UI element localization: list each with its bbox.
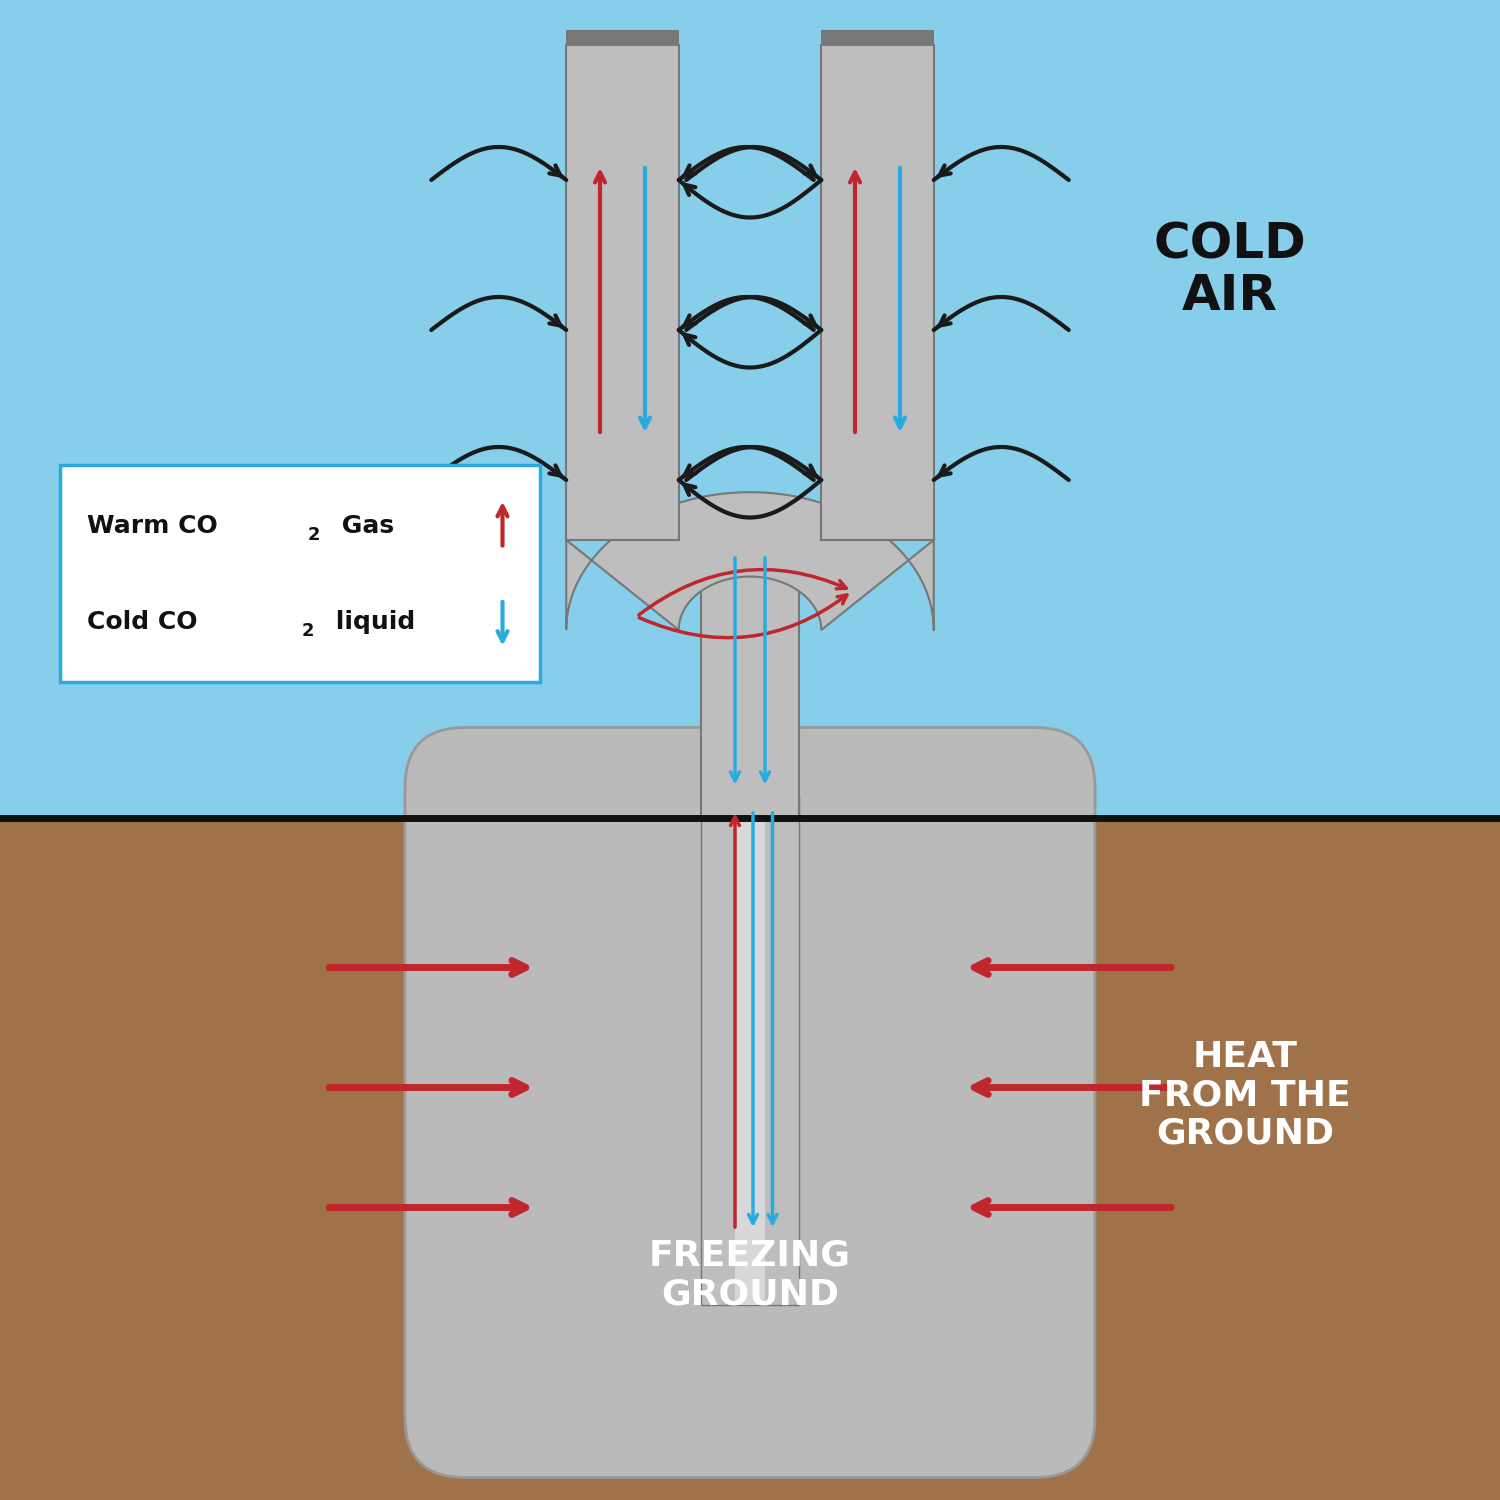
Bar xyxy=(0,818,1500,1500)
Text: liquid: liquid xyxy=(327,609,416,633)
FancyBboxPatch shape xyxy=(405,728,1095,1478)
Bar xyxy=(700,795,798,1305)
Text: Cold CO: Cold CO xyxy=(87,609,198,633)
Bar xyxy=(822,45,933,540)
Text: Warm CO: Warm CO xyxy=(87,514,218,538)
Text: 2: 2 xyxy=(308,526,320,544)
Bar xyxy=(567,30,678,45)
Bar xyxy=(700,540,798,818)
Text: HEAT
FROM THE
GROUND: HEAT FROM THE GROUND xyxy=(1138,1040,1352,1150)
Text: COLD
AIR: COLD AIR xyxy=(1154,220,1306,320)
Text: Gas: Gas xyxy=(333,514,394,538)
Text: 2: 2 xyxy=(302,621,313,639)
Bar xyxy=(0,0,1500,818)
Bar xyxy=(822,30,933,45)
Bar xyxy=(567,45,678,540)
Polygon shape xyxy=(567,492,933,630)
Bar xyxy=(735,795,765,1305)
FancyBboxPatch shape xyxy=(60,465,540,682)
Text: FREEZING
GROUND: FREEZING GROUND xyxy=(650,1239,850,1311)
